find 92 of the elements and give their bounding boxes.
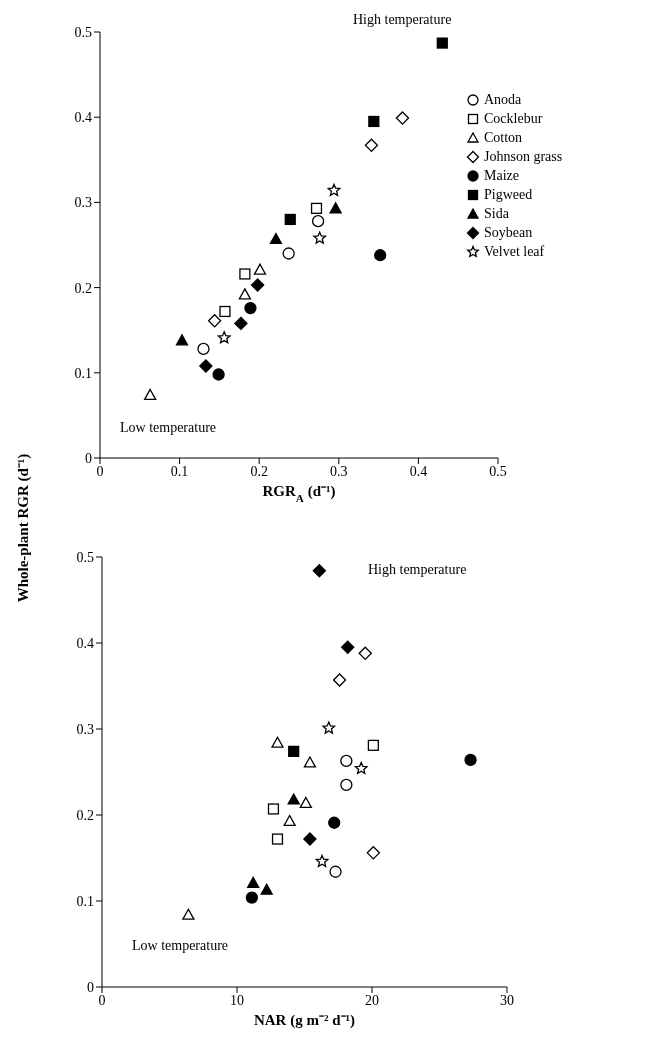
point xyxy=(311,214,325,228)
point xyxy=(312,564,327,578)
point xyxy=(367,739,379,751)
point xyxy=(182,908,195,920)
point xyxy=(212,368,225,381)
point xyxy=(368,115,380,128)
point xyxy=(282,247,295,260)
point xyxy=(299,796,312,809)
point xyxy=(322,721,336,734)
y-tick-label: 0.4 xyxy=(74,110,92,126)
x-axis-title: NAR (g m⁻² d⁻¹) xyxy=(253,1012,356,1029)
point xyxy=(253,263,267,275)
point xyxy=(284,213,296,226)
point xyxy=(313,231,327,244)
legend-label: Johnson grass xyxy=(484,148,563,165)
y-tick-label: 0 xyxy=(85,450,92,466)
point xyxy=(364,138,379,153)
legend-label: Pigweed xyxy=(484,186,533,203)
point xyxy=(144,388,157,400)
y-tick-label: 0.1 xyxy=(76,893,94,909)
point xyxy=(197,342,210,356)
point xyxy=(269,232,283,245)
x-tick-label: 30 xyxy=(500,992,514,1008)
x-axis-title: RGR$_{A}$ (d⁻¹) xyxy=(262,483,336,504)
y-tick-label: 0.2 xyxy=(74,280,92,296)
point xyxy=(303,832,317,846)
point xyxy=(199,359,213,373)
point xyxy=(287,793,300,805)
point xyxy=(250,278,265,292)
x-tick-label: 0.5 xyxy=(489,463,507,479)
x-tick-label: 0.1 xyxy=(170,463,189,479)
point xyxy=(329,865,342,878)
x-tick-label: 0.3 xyxy=(330,463,348,479)
point xyxy=(315,854,329,867)
point xyxy=(464,753,477,767)
point xyxy=(238,288,252,300)
legend-label: Cocklebur xyxy=(484,110,543,127)
legend-label: Soybean xyxy=(484,224,533,241)
y-tick-label: 0.3 xyxy=(74,195,92,211)
y-tick-label: 0.2 xyxy=(76,807,94,823)
point xyxy=(366,846,381,860)
point xyxy=(303,756,317,768)
point xyxy=(436,37,448,49)
point xyxy=(260,883,273,895)
annotation: Low temperature xyxy=(132,938,229,954)
point xyxy=(327,183,341,197)
point xyxy=(329,202,342,214)
x-tick-label: 10 xyxy=(230,992,244,1008)
y-tick-label: 0.4 xyxy=(76,635,94,651)
point xyxy=(328,816,341,829)
annotation: High temperature xyxy=(368,562,467,578)
y-tick-label: 0 xyxy=(87,979,94,995)
x-tick-label: 0 xyxy=(98,992,106,1008)
point xyxy=(283,814,296,827)
point xyxy=(288,745,300,757)
point xyxy=(217,331,231,344)
x-tick-label: 0.4 xyxy=(409,463,428,479)
point xyxy=(234,316,248,331)
legend-label: Anoda xyxy=(484,91,522,108)
point xyxy=(239,268,251,280)
y-tick-label: 0.5 xyxy=(74,24,92,40)
point xyxy=(271,736,284,748)
legend-label: Maize xyxy=(484,167,519,184)
point xyxy=(340,754,353,767)
point xyxy=(219,305,231,318)
point xyxy=(175,334,189,346)
point xyxy=(244,301,257,315)
x-tick-label: 0 xyxy=(96,463,104,479)
text: High temperature xyxy=(353,12,452,28)
y-axis-title: Whole-plant RGR (d⁻¹) xyxy=(14,453,32,603)
point xyxy=(245,891,258,904)
point xyxy=(354,761,368,775)
point xyxy=(271,833,284,845)
point xyxy=(207,314,222,328)
legend-label: Sida xyxy=(484,205,509,222)
y-tick-label: 0.5 xyxy=(76,549,94,565)
legend-label: Velvet leaf xyxy=(484,243,545,260)
y-tick-label: 0.1 xyxy=(74,365,92,381)
x-tick-label: 20 xyxy=(365,992,379,1008)
x-tick-label: 0.2 xyxy=(250,463,268,479)
point xyxy=(374,249,387,262)
annotation: Low temperature xyxy=(120,420,217,436)
point xyxy=(341,640,355,654)
point xyxy=(247,876,260,888)
point xyxy=(340,778,353,792)
point xyxy=(395,111,410,125)
legend-label: Cotton xyxy=(484,129,523,146)
point xyxy=(358,646,372,661)
y-tick-label: 0.3 xyxy=(76,721,94,737)
point xyxy=(267,803,280,815)
point xyxy=(332,673,347,687)
point xyxy=(310,202,323,214)
